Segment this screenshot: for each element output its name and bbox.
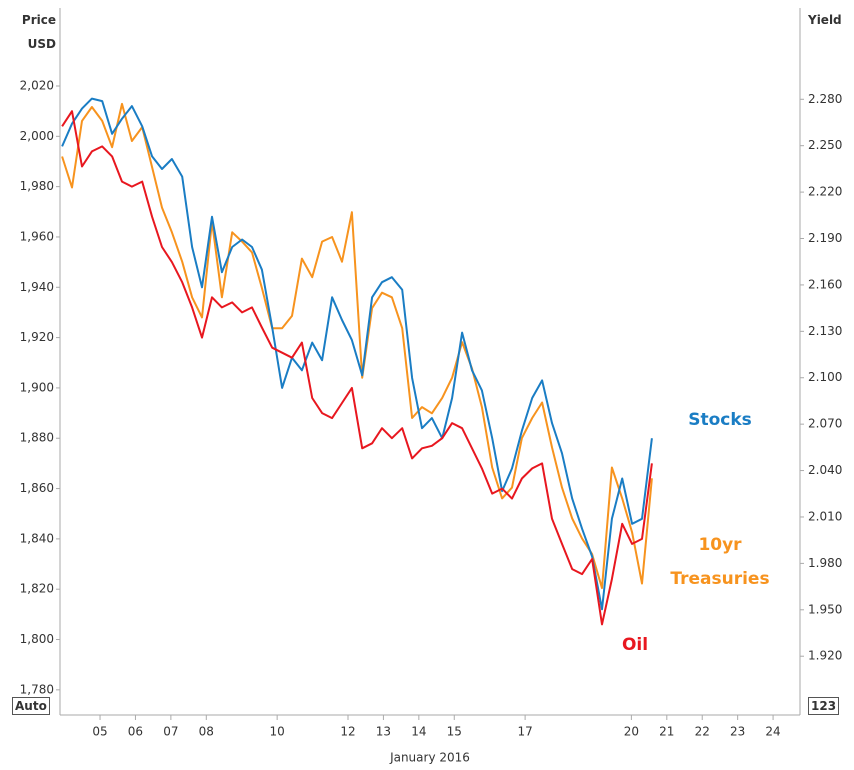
x-tick-label: 13 [376, 725, 391, 739]
x-tick-label: 15 [447, 725, 462, 739]
y2-tick-label: 2.100 [808, 370, 842, 384]
y2-tick-label: 2.010 [808, 509, 842, 523]
y-tick-label: 2,000 [20, 129, 54, 143]
series-line [61, 110, 653, 626]
y2-axis-label: Yield [808, 13, 842, 27]
y2-tick-label: 2.070 [808, 417, 842, 431]
y2-tick-label: 2.130 [808, 324, 842, 338]
y-tick-label: 1,960 [20, 229, 54, 243]
x-tick-label: 12 [340, 725, 355, 739]
series-line [61, 97, 653, 611]
y-tick-label: 1,980 [20, 179, 54, 193]
y-tick-label: 2,020 [20, 78, 54, 92]
x-tick-label: 05 [92, 725, 107, 739]
y-tick-label: 1,860 [20, 481, 54, 495]
x-tick-label: 23 [730, 725, 745, 739]
x-axis-label: January 2016 [389, 751, 470, 765]
y-tick-label: 1,940 [20, 280, 54, 294]
x-tick-label: 14 [411, 725, 426, 739]
x-tick-label: 17 [517, 725, 532, 739]
y2-tick-label: 2.190 [808, 231, 842, 245]
y-axis-label: Price USD [21, 13, 56, 51]
y2-tick-label: 1.950 [808, 602, 842, 616]
y-tick-label: 1,920 [20, 330, 54, 344]
series-label: 10yr Treasuries [670, 535, 770, 589]
x-tick-label: 20 [624, 725, 639, 739]
x-tick-label: 10 [270, 725, 285, 739]
series-line [61, 102, 653, 590]
y2-tick-label: 2.040 [808, 463, 842, 477]
x-tick-label: 21 [659, 725, 674, 739]
x-tick-label: 22 [695, 725, 710, 739]
x-tick-label: 06 [128, 725, 143, 739]
y-tick-label: 1,820 [20, 582, 54, 596]
y-tick-label: 1,900 [20, 380, 54, 394]
x-tick-label: 08 [199, 725, 214, 739]
y2-tick-label: 2.160 [808, 277, 842, 291]
y2-tick-label: 2.220 [808, 185, 842, 199]
y-tick-label: 1,800 [20, 632, 54, 646]
y2-tick-label: 1.920 [808, 649, 842, 663]
y2-tick-label: 2.250 [808, 138, 842, 152]
y-tick-label: 1,840 [20, 531, 54, 545]
auto-button[interactable]: Auto [12, 697, 50, 715]
y2-tick-label: 2.280 [808, 92, 842, 106]
y-tick-label: 1,880 [20, 431, 54, 445]
scale-button[interactable]: 123 [808, 697, 840, 715]
series-label: Oil [621, 635, 649, 655]
x-tick-label: 07 [163, 725, 178, 739]
x-tick-label: 24 [765, 725, 780, 739]
series-label: Stocks [688, 410, 752, 430]
y2-tick-label: 1.980 [808, 556, 842, 570]
y-tick-label: 1,780 [20, 682, 54, 696]
